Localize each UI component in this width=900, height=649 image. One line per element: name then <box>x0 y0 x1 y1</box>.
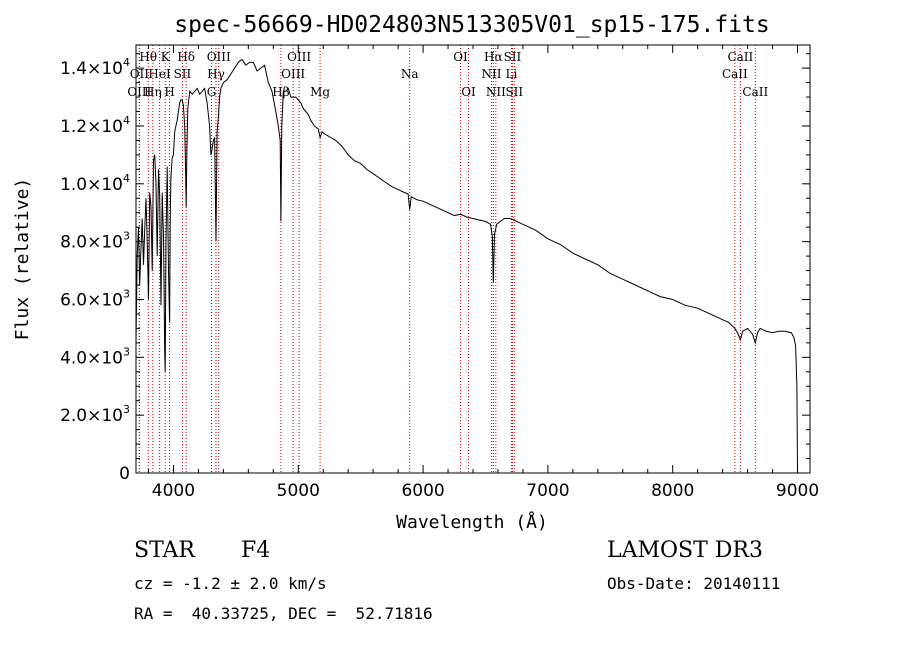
survey-name: LAMOST DR3 <box>607 538 763 563</box>
x-tick-label: 5000 <box>277 481 320 501</box>
y-tick-exponent: 4 <box>123 172 130 185</box>
y-tick-base: 0 <box>119 464 130 484</box>
spectral-line-label: Na <box>401 67 419 81</box>
y-tick-exponent: 3 <box>123 345 130 358</box>
y-tick-base: 4.0×10 <box>60 348 123 368</box>
y-tick-base: 1.2×10 <box>60 117 123 137</box>
spectral-line-label: HeI <box>148 67 171 81</box>
object-subclass: F4 <box>241 538 271 563</box>
y-tick-exponent: 3 <box>123 287 130 300</box>
y-tick-label: 2.0×103 <box>60 403 130 426</box>
y-tick-label: 6.0×103 <box>60 287 130 310</box>
spectral-line-label: OIII <box>281 67 305 81</box>
spectral-line-label: Hη <box>144 85 162 99</box>
spectral-line-label: SII <box>505 85 523 99</box>
redshift-line: cz = -1.2 ± 2.0 km/s <box>134 574 327 593</box>
spectral-line-label: Hβ <box>272 85 289 99</box>
x-axis-label: Wavelength (Å) <box>396 511 548 533</box>
ra-dec-line: RA = 40.33725, DEC = 52.71816 <box>134 604 433 623</box>
y-axis-label: Flux (relative) <box>12 178 33 341</box>
y-tick-label: 4.0×103 <box>60 345 130 368</box>
spectral-line-label: H <box>164 85 174 99</box>
y-tick-base: 6.0×10 <box>60 290 123 310</box>
spectral-line-label: K <box>161 50 171 64</box>
spectral-line-label: Hδ <box>177 50 195 64</box>
spectral-line-label: CaII <box>727 50 753 64</box>
y-tick-exponent: 4 <box>123 114 130 127</box>
y-tick-label: 1.0×104 <box>60 172 130 195</box>
y-tick-base: 8.0×10 <box>60 233 123 253</box>
spectral-line-label: OII <box>130 67 150 81</box>
chart-title: spec-56669-HD024803N513305V01_sp15-175.f… <box>174 12 769 38</box>
spectral-line-markers <box>138 45 756 473</box>
y-tick-label: 1.4×104 <box>60 56 130 79</box>
y-tick-base: 1.0×10 <box>60 175 123 195</box>
spectral-line-label: CaII <box>742 85 768 99</box>
spectral-line-label: Hα <box>484 50 503 64</box>
spectral-line-labels: Hθ OII OIII K H HeI Hη Hδ SII OIII Hγ G OIII OIII Hβ Mg… <box>127 50 768 99</box>
spectral-line-label: OI <box>461 85 476 99</box>
spectral-line-label: OIII <box>207 50 231 64</box>
spectral-line-label: OIII <box>287 50 311 64</box>
object-class: STAR <box>134 538 195 563</box>
y-tick-base: 2.0×10 <box>60 406 123 426</box>
spectral-line-label: NII <box>486 85 506 99</box>
y-tick-exponent: 3 <box>123 230 130 243</box>
x-tick-label: 9000 <box>776 481 819 501</box>
spectral-line-label: Hθ <box>139 50 157 64</box>
y-tick-label: 0 <box>119 464 130 484</box>
y-axis-ticks: 02.0×1034.0×1036.0×1038.0×1031.0×1041.2×… <box>60 53 810 484</box>
y-tick-label: 1.2×104 <box>60 114 130 137</box>
spectral-line-label: Hγ <box>207 67 225 81</box>
spectral-line-label: SII <box>504 50 522 64</box>
x-tick-label: 6000 <box>401 481 444 501</box>
y-tick-label: 8.0×103 <box>60 230 130 253</box>
spectrum-line <box>135 58 798 474</box>
spectral-line-label: NII <box>481 67 501 81</box>
spectral-line-label: OIII <box>127 85 151 99</box>
x-tick-label: 8000 <box>651 481 694 501</box>
y-tick-exponent: 4 <box>123 56 130 69</box>
plot-frame <box>135 44 811 474</box>
spectral-line-label: Li <box>506 67 518 81</box>
spectral-line-label: SII <box>174 67 192 81</box>
obs-date: Obs-Date: 20140111 <box>607 574 781 593</box>
spectral-line-label: Mg <box>310 85 330 99</box>
x-tick-label: 7000 <box>526 481 569 501</box>
y-tick-base: 1.4×10 <box>60 59 123 79</box>
x-tick-label: 4000 <box>152 481 195 501</box>
spectral-line-label: OI <box>453 50 468 64</box>
spectral-line-label: G <box>207 85 217 99</box>
y-tick-exponent: 3 <box>123 403 130 416</box>
x-axis-ticks: 4000 5000 6000 7000 8000 9000 <box>147 45 819 501</box>
spectral-line-label: CaII <box>722 67 748 81</box>
